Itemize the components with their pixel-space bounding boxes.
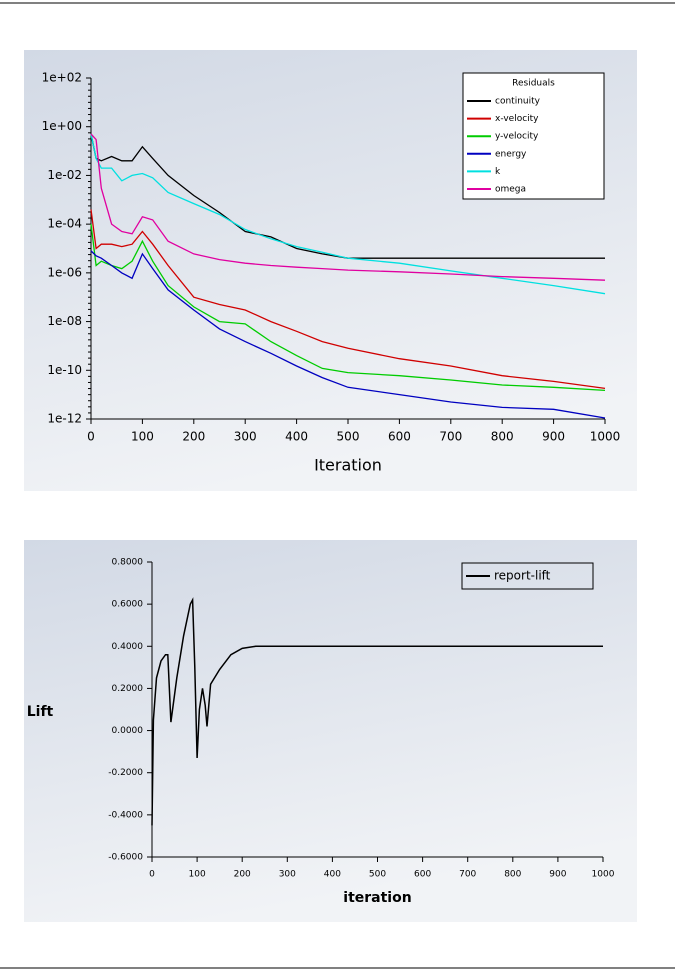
y-tick-label: 1e-12 — [47, 412, 82, 426]
y-tick-label: 1e-08 — [47, 314, 82, 328]
x-axis-title: Iteration — [314, 456, 382, 475]
y-tick-label: 0.0000 — [112, 726, 144, 736]
x-tick-label: 100 — [189, 870, 206, 880]
series-line — [90, 133, 606, 281]
legend-title: Residuals — [512, 79, 555, 89]
series-line — [90, 133, 606, 295]
x-tick-label: 0 — [87, 430, 95, 444]
x-tick-label: 200 — [234, 870, 251, 880]
y-tick-label: 1e-04 — [47, 217, 82, 231]
x-tick-label: 900 — [549, 870, 566, 880]
y-tick-label: 0.6000 — [112, 600, 144, 610]
x-tick-label: 900 — [542, 430, 565, 444]
series-line — [90, 250, 606, 419]
series-line — [90, 224, 606, 392]
x-tick-label: 800 — [504, 870, 521, 880]
x-tick-label: 300 — [234, 430, 257, 444]
x-tick-label: 100 — [131, 430, 154, 444]
legend-label: energy — [495, 149, 527, 159]
legend-label: y-velocity — [495, 132, 539, 142]
y-axis-title: Lift — [27, 704, 54, 720]
y-tick-label: 1e-06 — [47, 265, 82, 279]
y-tick-label: -0.6000 — [108, 853, 143, 863]
x-tick-label: 700 — [459, 870, 476, 880]
x-tick-label: 400 — [324, 870, 341, 880]
x-tick-label: 600 — [388, 430, 411, 444]
y-tick-label: 1e+00 — [42, 119, 82, 133]
legend-box — [461, 562, 594, 590]
legend-label: k — [495, 167, 501, 177]
y-tick-label: 0.8000 — [112, 558, 144, 568]
panel — [24, 540, 637, 922]
x-tick-label: 1000 — [590, 430, 621, 444]
x-tick-label: 200 — [182, 430, 205, 444]
legend-label: x-velocity — [495, 114, 539, 124]
legend-label: omega — [495, 185, 526, 195]
x-tick-label: 500 — [369, 870, 386, 880]
x-tick-label: 300 — [279, 870, 296, 880]
x-tick-label: 600 — [414, 870, 431, 880]
y-tick-label: 1e-02 — [47, 168, 82, 182]
y-tick-label: 1e-10 — [47, 363, 82, 377]
y-tick-label: -0.2000 — [108, 768, 143, 778]
series-line — [90, 133, 605, 259]
series-line — [90, 209, 606, 390]
x-tick-label: 800 — [491, 430, 514, 444]
x-tick-label: 400 — [285, 430, 308, 444]
y-tick-label: 0.4000 — [112, 642, 144, 652]
series-line — [151, 597, 603, 826]
y-tick-label: 1e+02 — [42, 71, 82, 85]
x-tick-label: 500 — [337, 430, 360, 444]
x-tick-label: 0 — [149, 870, 155, 880]
legend-label: report-lift — [494, 569, 551, 583]
legend-label: continuity — [495, 97, 541, 107]
y-tick-label: -0.4000 — [108, 810, 143, 820]
x-tick-label: 700 — [439, 430, 462, 444]
y-tick-label: 0.2000 — [112, 684, 144, 694]
x-axis-title: iteration — [343, 890, 411, 906]
x-tick-label: 1000 — [592, 870, 615, 880]
